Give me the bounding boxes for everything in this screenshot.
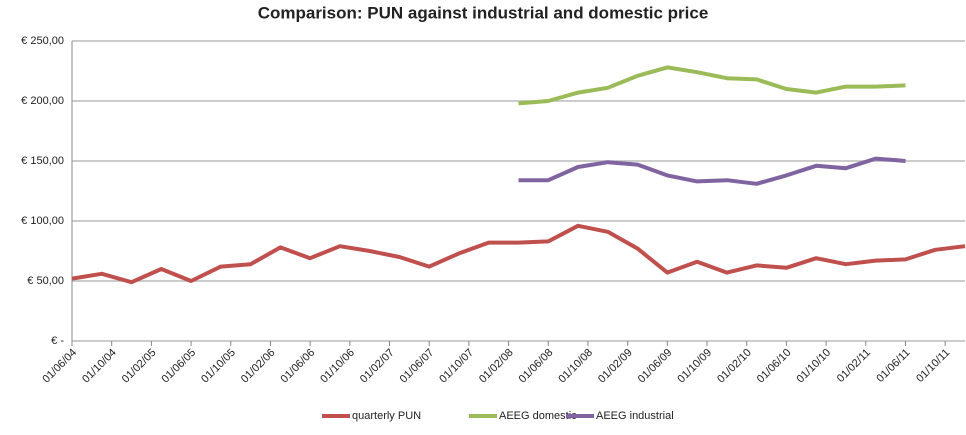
x-tick-label: 01/10/05 [199, 347, 238, 386]
y-tick-label: € - [51, 335, 64, 347]
x-tick-label: 01/06/04 [40, 347, 79, 386]
x-tick-label: 01/06/11 [874, 347, 912, 385]
x-tick-label: 01/06/05 [159, 347, 198, 386]
x-tick-label: 01/06/09 [636, 347, 675, 386]
series-line [518, 65, 906, 106]
x-tick-label: 01/02/08 [477, 347, 516, 386]
x-tick-label: 01/02/06 [239, 347, 278, 386]
x-tick-label: 01/02/11 [835, 347, 873, 385]
x-tick-label: 01/06/08 [517, 347, 556, 386]
y-tick-label: € 250,00 [21, 35, 64, 47]
y-tick-label: € 150,00 [21, 155, 64, 167]
y-tick-label: € 100,00 [21, 215, 64, 227]
x-tick-label: 01/02/10 [715, 347, 754, 386]
series-line [71, 223, 966, 285]
x-tick-label: 01/10/04 [80, 347, 119, 386]
x-tick-label: 01/10/08 [556, 347, 595, 386]
x-tick-label: 01/10/11 [914, 347, 952, 385]
chart-title: Comparison: PUN against industrial and d… [258, 3, 709, 22]
legend-label: AEEG industrial [596, 410, 674, 422]
x-tick-label: 01/02/09 [596, 347, 635, 386]
x-tick-label: 01/06/10 [755, 347, 794, 386]
x-tick-label: 01/10/06 [318, 347, 357, 386]
x-tick-label: 01/10/10 [794, 347, 833, 386]
legend-label: quarterly PUN [352, 410, 421, 422]
series-line [518, 156, 906, 186]
x-tick-label: 01/10/07 [437, 347, 476, 386]
legend-label: AEEG domestic [499, 410, 577, 422]
y-tick-label: € 50,00 [27, 275, 64, 287]
x-tick-label: 01/06/07 [398, 347, 437, 386]
x-tick-label: 01/02/07 [358, 347, 397, 386]
x-tick-label: 01/06/06 [279, 347, 318, 386]
y-tick-label: € 200,00 [21, 95, 64, 107]
x-tick-label: 01/02/05 [120, 347, 159, 386]
x-tick-label: 01/10/09 [675, 347, 714, 386]
